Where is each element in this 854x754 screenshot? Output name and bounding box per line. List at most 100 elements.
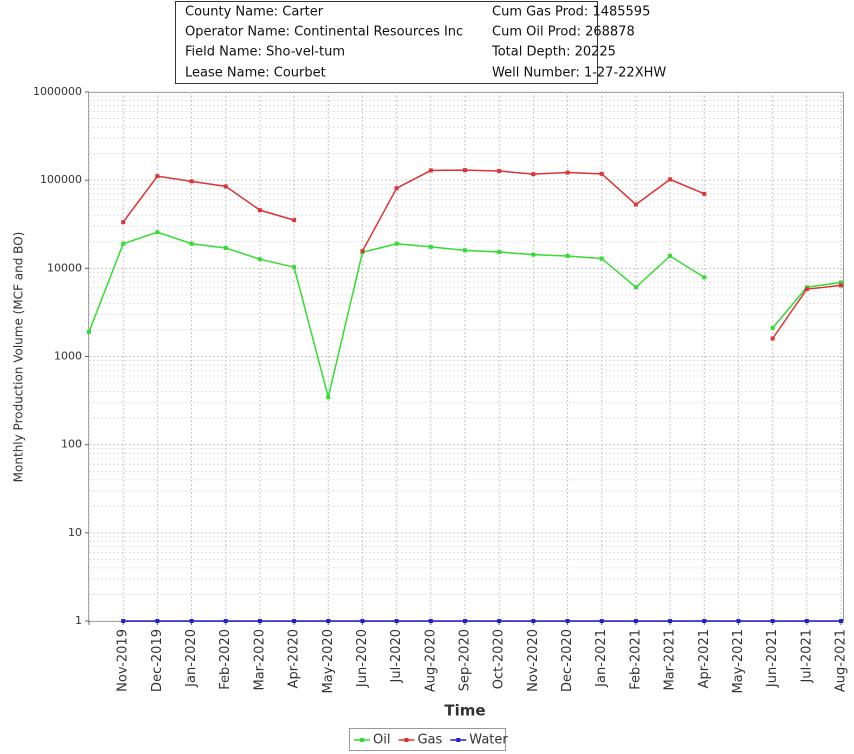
- data-point: [326, 619, 331, 623]
- legend-marker: [404, 738, 409, 742]
- x-tick-label: Oct-2020: [492, 629, 507, 689]
- data-point: [155, 619, 160, 623]
- x-tick-label: Aug-2020: [423, 629, 438, 692]
- data-point: [804, 619, 809, 623]
- info-text: Well Number: 1-27-22XHW: [492, 66, 666, 81]
- data-point: [839, 283, 843, 288]
- x-tick-label: Sep-2020: [458, 629, 473, 691]
- x-tick-label: Jan-2020: [184, 629, 199, 688]
- data-point: [804, 287, 809, 292]
- data-point: [223, 619, 228, 623]
- data-point: [223, 246, 228, 251]
- data-point: [497, 619, 502, 623]
- info-text: Field Name: Sho-vel-tum: [185, 45, 345, 60]
- data-point: [531, 172, 536, 177]
- data-point: [394, 186, 399, 191]
- data-point: [633, 285, 638, 290]
- x-axis-label: Time: [444, 702, 485, 720]
- info-text: Cum Oil Prod: 268878: [492, 25, 635, 40]
- data-point: [633, 619, 638, 623]
- data-point: [189, 241, 194, 246]
- data-point: [394, 619, 399, 623]
- data-point: [497, 169, 502, 174]
- data-point: [121, 619, 126, 623]
- data-point: [257, 208, 262, 213]
- legend: [349, 728, 506, 751]
- data-point: [463, 168, 467, 173]
- data-point: [668, 177, 673, 182]
- data-point: [463, 248, 467, 253]
- data-point: [394, 241, 399, 246]
- data-point: [531, 619, 536, 623]
- data-point: [770, 326, 775, 331]
- data-point: [531, 252, 536, 257]
- data-point: [428, 244, 433, 249]
- data-point: [223, 184, 228, 189]
- info-text: County Name: Carter: [185, 5, 324, 20]
- data-point: [189, 179, 194, 184]
- x-tick-label: Jan-2021: [594, 629, 609, 688]
- x-tick-label: Jul-2020: [389, 629, 404, 683]
- data-point: [702, 191, 707, 196]
- data-point: [121, 241, 126, 246]
- x-tick-label: Apr-2020: [287, 629, 302, 688]
- data-point: [360, 619, 365, 623]
- data-point: [839, 619, 843, 623]
- y-axis-label: Monthly Production Volume (MCF and BO): [12, 232, 26, 483]
- data-point: [360, 249, 365, 254]
- info-text: Operator Name: Continental Resources Inc: [185, 25, 463, 40]
- x-tick-label: May-2020: [321, 629, 336, 693]
- data-point: [189, 619, 194, 623]
- data-point: [599, 256, 604, 261]
- data-point: [633, 202, 638, 207]
- y-tick-label: 100: [61, 438, 82, 451]
- data-point: [599, 619, 604, 623]
- data-point: [668, 619, 673, 623]
- legend-label: Gas: [417, 733, 442, 748]
- legend-label: Oil: [373, 733, 390, 748]
- x-tick-label: Jun-2020: [355, 629, 370, 688]
- legend-marker: [360, 738, 364, 742]
- data-point: [428, 168, 433, 173]
- data-point: [155, 230, 160, 235]
- data-point: [770, 336, 775, 341]
- data-point: [565, 619, 570, 623]
- x-tick-label: Mar-2021: [663, 629, 678, 690]
- data-point: [839, 280, 843, 285]
- x-tick-label: Mar-2020: [252, 629, 267, 690]
- x-tick-label: Apr-2021: [697, 629, 712, 688]
- data-point: [736, 619, 741, 623]
- info-text: Lease Name: Courbet: [185, 66, 326, 81]
- data-point: [463, 619, 467, 623]
- info-text: Total Depth: 20225: [491, 45, 616, 60]
- y-tick-label: 1000: [54, 350, 82, 363]
- data-point: [428, 619, 433, 623]
- data-point: [702, 275, 707, 280]
- x-tick-label: Aug-2021: [834, 629, 849, 692]
- data-point: [326, 395, 331, 400]
- y-tick-label: 1000000: [33, 85, 82, 98]
- x-tick-label: Jul-2021: [799, 629, 814, 683]
- legend-marker: [456, 738, 461, 742]
- data-point: [668, 254, 673, 259]
- y-tick-label: 10000: [47, 261, 82, 274]
- x-tick-label: Feb-2020: [218, 629, 233, 690]
- data-point: [702, 619, 707, 623]
- x-tick-label: May-2021: [731, 629, 746, 693]
- data-point: [565, 254, 570, 259]
- data-point: [292, 619, 297, 623]
- data-point: [770, 619, 775, 623]
- data-point: [257, 619, 262, 623]
- x-tick-label: Nov-2020: [526, 629, 541, 692]
- data-point: [292, 218, 297, 223]
- data-point: [292, 265, 297, 270]
- data-point: [599, 171, 604, 176]
- y-tick-label: 10: [68, 526, 82, 539]
- info-text: Cum Gas Prod: 1485595: [492, 5, 650, 20]
- data-point: [155, 174, 160, 179]
- data-point: [257, 257, 262, 262]
- data-point: [497, 250, 502, 255]
- x-tick-label: Jun-2021: [765, 629, 780, 688]
- data-point: [121, 220, 126, 225]
